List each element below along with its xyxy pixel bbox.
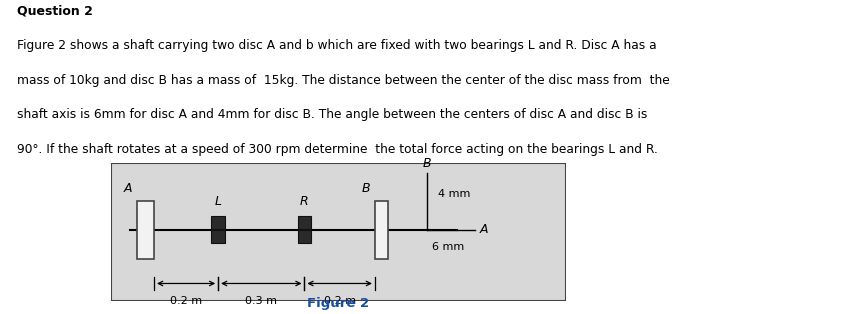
Text: 4 mm: 4 mm — [439, 189, 470, 199]
Text: B: B — [423, 157, 431, 170]
Text: R: R — [300, 195, 309, 208]
Bar — [212, 230, 225, 243]
Text: Question 2: Question 2 — [17, 5, 93, 18]
Text: B: B — [362, 182, 370, 195]
Text: 0.2 m: 0.2 m — [324, 296, 356, 306]
Text: A: A — [123, 182, 132, 195]
Bar — [375, 201, 388, 259]
Text: mass of 10kg and disc B has a mass of  15kg. The distance between the center of : mass of 10kg and disc B has a mass of 15… — [17, 74, 669, 87]
Text: 0.3 m: 0.3 m — [245, 296, 278, 306]
Text: 6 mm: 6 mm — [432, 242, 464, 252]
Text: shaft axis is 6mm for disc A and 4mm for disc B. The angle between the centers o: shaft axis is 6mm for disc A and 4mm for… — [17, 108, 647, 121]
Text: Figure 2 shows a shaft carrying two disc A and b which are fixed with two bearin: Figure 2 shows a shaft carrying two disc… — [17, 39, 656, 52]
Text: Figure 2: Figure 2 — [308, 296, 369, 310]
Bar — [137, 201, 154, 259]
Text: A: A — [479, 223, 488, 236]
Text: 90°. If the shaft rotates at a speed of 300 rpm determine  the total force actin: 90°. If the shaft rotates at a speed of … — [17, 143, 658, 156]
Bar — [212, 216, 225, 229]
Bar — [297, 216, 311, 229]
Text: L: L — [214, 195, 222, 208]
Bar — [297, 230, 311, 243]
Text: 0.2 m: 0.2 m — [170, 296, 202, 306]
